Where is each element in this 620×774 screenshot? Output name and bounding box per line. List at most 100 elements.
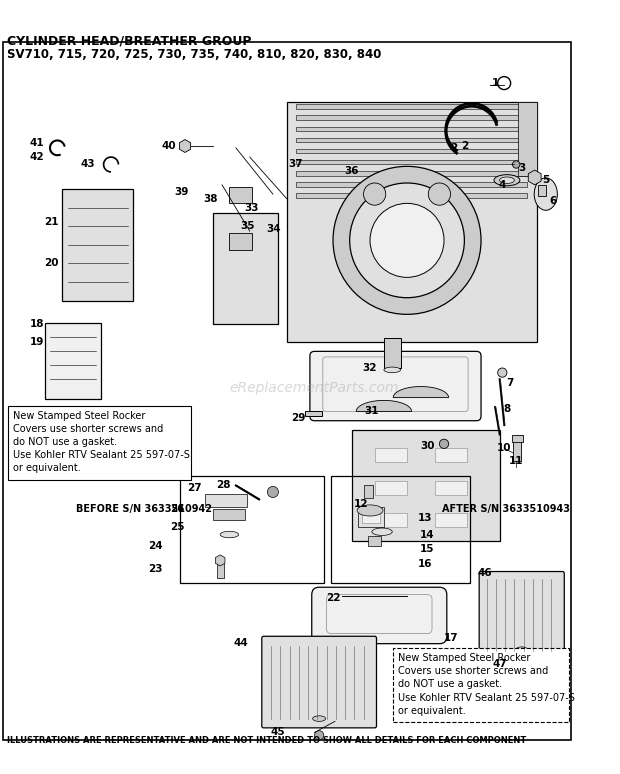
Bar [368,536,381,546]
Bar [287,101,536,342]
Text: 27: 27 [187,483,202,493]
Bar [296,127,527,131]
Text: 2: 2 [450,143,457,152]
Bar [331,476,470,583]
Bar [384,338,401,368]
Ellipse shape [384,367,401,372]
Bar [352,430,500,541]
Ellipse shape [516,647,527,652]
Bar [296,194,527,198]
Ellipse shape [357,505,383,516]
Text: 37: 37 [289,159,303,170]
Bar [374,513,407,527]
Text: 2: 2 [461,141,468,151]
Circle shape [498,368,507,377]
Circle shape [314,731,324,740]
Bar [361,509,380,523]
Text: 15: 15 [420,544,435,554]
FancyBboxPatch shape [479,571,564,659]
Bar [296,115,527,120]
Text: 12: 12 [353,499,368,509]
Text: 35: 35 [241,221,255,231]
Polygon shape [356,400,412,412]
Circle shape [267,486,278,498]
Text: 5: 5 [542,175,549,185]
Polygon shape [213,509,245,519]
Bar [213,213,278,324]
Text: 45: 45 [270,728,285,738]
FancyBboxPatch shape [205,494,247,507]
Text: 41: 41 [30,139,44,148]
Text: 44: 44 [233,638,248,648]
Circle shape [428,183,451,205]
Polygon shape [393,386,449,398]
Text: 28: 28 [216,481,231,491]
Text: 16: 16 [418,559,433,569]
Text: 21: 21 [43,217,58,227]
FancyBboxPatch shape [310,351,481,421]
FancyBboxPatch shape [262,636,376,728]
Text: ILLUSTRATIONS ARE REPRESENTATIVE AND ARE NOT INTENDED TO SHOW ALL DETAILS FOR EA: ILLUSTRATIONS ARE REPRESENTATIVE AND ARE… [7,736,526,745]
Text: 31: 31 [365,406,379,416]
Text: 42: 42 [30,152,44,162]
FancyBboxPatch shape [312,587,447,644]
Bar [218,561,224,578]
Bar [518,101,536,176]
Text: CYLINDER HEAD/BREATHER GROUP: CYLINDER HEAD/BREATHER GROUP [7,35,252,48]
Text: 11: 11 [509,456,523,465]
Text: SV710, 715, 720, 725, 730, 735, 740, 810, 820, 830, 840: SV710, 715, 720, 725, 730, 735, 740, 810… [7,48,382,61]
Bar [363,485,373,498]
Text: New Stamped Steel Rocker
Covers use shorter screws and
do NOT use a gasket.
Use : New Stamped Steel Rocker Covers use shor… [398,653,575,716]
Text: 30: 30 [420,440,435,450]
Text: 26: 26 [170,504,185,514]
Text: AFTER S/N 3633510943: AFTER S/N 3633510943 [442,504,570,514]
Text: 1: 1 [492,78,500,88]
Bar [180,476,324,583]
Text: 10: 10 [497,444,511,454]
Text: 43: 43 [81,159,95,170]
Bar [374,481,407,495]
Text: 6: 6 [549,197,557,207]
Text: 8: 8 [503,404,510,414]
Text: eReplacementParts.com: eReplacementParts.com [230,382,399,396]
Bar [435,513,467,527]
Ellipse shape [494,175,520,186]
Bar [435,481,467,495]
Bar [296,160,527,165]
Bar [305,410,322,416]
Text: 39: 39 [174,187,188,197]
FancyBboxPatch shape [62,189,133,301]
FancyBboxPatch shape [393,649,569,722]
Ellipse shape [312,716,326,721]
Bar [296,171,527,176]
FancyBboxPatch shape [538,185,546,196]
Bar [374,448,407,462]
Text: 29: 29 [291,413,305,423]
Text: New Stamped Steel Rocker
Covers use shorter screws and
do NOT use a gasket.
Use : New Stamped Steel Rocker Covers use shor… [13,410,190,474]
Circle shape [363,183,386,205]
Text: 40: 40 [161,141,175,151]
Text: 13: 13 [418,513,433,523]
Text: 23: 23 [148,563,162,574]
Circle shape [333,166,481,314]
Text: 20: 20 [43,259,58,269]
Circle shape [517,663,526,673]
Text: 34: 34 [267,224,281,235]
Text: 17: 17 [444,633,459,643]
Bar [512,435,523,442]
Bar [358,507,384,527]
Text: 22: 22 [326,594,340,604]
Text: 46: 46 [477,568,492,578]
Bar [513,440,521,461]
Ellipse shape [500,177,515,183]
Bar [229,187,252,204]
Text: 32: 32 [363,363,378,373]
Text: 18: 18 [30,319,44,329]
FancyBboxPatch shape [45,323,101,399]
Bar [296,138,527,142]
Bar [435,448,467,462]
Text: 14: 14 [420,529,435,539]
Text: BEFORE S/N 3633510942: BEFORE S/N 3633510942 [76,504,212,514]
Text: 24: 24 [148,540,162,550]
Text: 38: 38 [203,194,218,204]
